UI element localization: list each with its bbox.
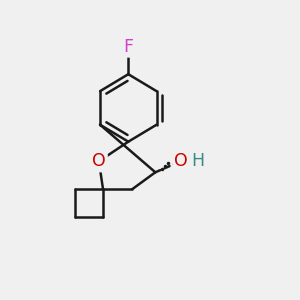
- Text: F: F: [123, 38, 133, 56]
- Text: O: O: [174, 152, 188, 170]
- Text: O: O: [92, 152, 106, 170]
- Text: H: H: [191, 152, 204, 170]
